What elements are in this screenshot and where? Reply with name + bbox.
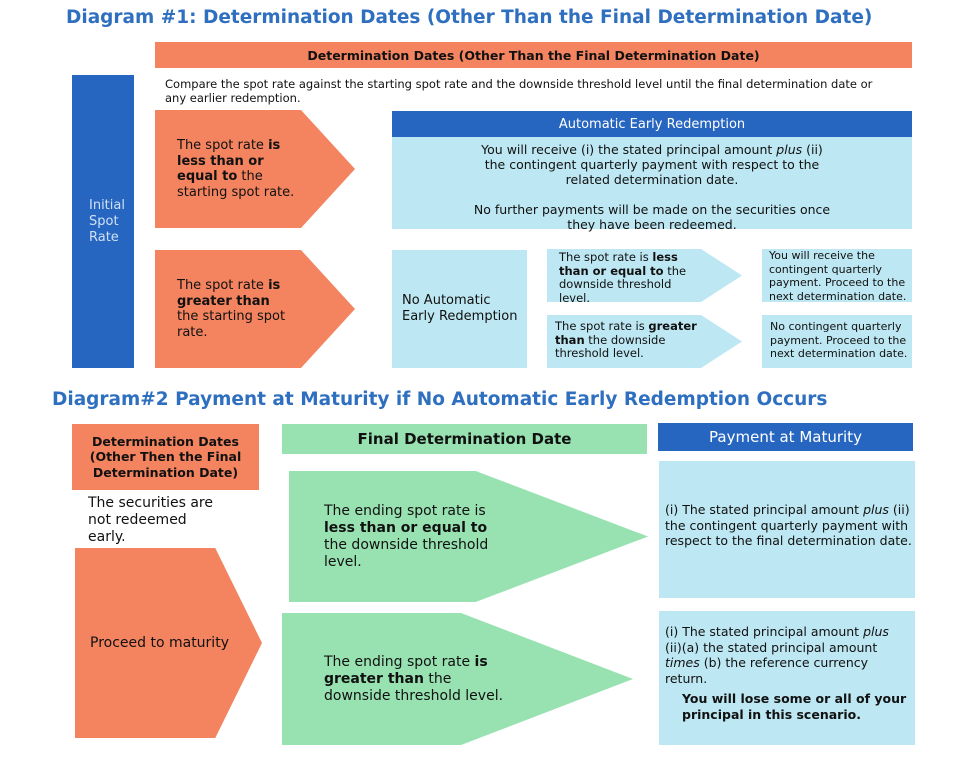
text-segment: The spot rate is [559, 250, 653, 264]
small-arrow-greater: The spot rate is greater than the downsi… [547, 315, 742, 368]
arrow-text: The ending spot rate is greater than the… [324, 654, 513, 705]
loss-warning: You will lose some or all of your princi… [682, 691, 907, 722]
automatic-early-redemption-header: Automatic Early Redemption [392, 111, 912, 137]
text-segment: You will receive (i) the stated principa… [481, 142, 777, 157]
payment-text: (i) The stated principal amount plus (ii… [665, 624, 907, 686]
text-segment: The spot rate [177, 138, 269, 153]
no-automatic-early-redemption-box: No Automatic Early Redemption [392, 250, 527, 368]
emphasis-text: less than or equal to [559, 250, 678, 278]
arrow-text: The spot rate is less than or equal to t… [559, 250, 687, 305]
arrow-text: The ending spot rate is less than or equ… [324, 503, 508, 571]
text-segment: The spot rate [177, 278, 269, 293]
arrow-spot-rate-greater: The spot rate is greater than the starti… [155, 250, 355, 368]
final-determination-date-header: Final Determination Date [282, 424, 647, 454]
text-segment: times [665, 655, 700, 670]
arrow-spot-rate-less-or-equal: The spot rate is less than or equal to t… [155, 110, 355, 228]
payment-full-principal-box: (i) The stated principal amount plus (ii… [659, 461, 915, 598]
text-segment: the starting spot rate. [177, 169, 295, 200]
text-segment: plus [863, 624, 889, 639]
arrow-text: The spot rate is greater than the starti… [177, 278, 295, 340]
text-segment: (i) The stated principal amount [665, 624, 864, 639]
initial-spot-rate-bar: Initial Spot Rate [72, 75, 134, 368]
text-segment: plus [863, 502, 889, 518]
payment-loss-box: (i) The stated principal amount plus (ii… [659, 611, 915, 745]
arrow-ending-spot-less-or-equal: The ending spot rate is less than or equ… [289, 471, 648, 602]
intro-text: Compare the spot rate against the starti… [165, 77, 873, 105]
emphasis-text: is greater than [324, 653, 488, 687]
text-segment: The ending spot rate is [324, 502, 486, 519]
proceed-label: Proceed to maturity [90, 635, 229, 651]
arrow-ending-spot-greater: The ending spot rate is greater than the… [282, 613, 633, 745]
payment-text: (i) The stated principal amount plus (ii… [665, 502, 915, 549]
arrow-text: The spot rate is greater than the downsi… [555, 319, 697, 360]
text-segment: (ii) the contingent quarterly payment wi… [484, 142, 823, 187]
arrow-text: The spot rate is less than or equal to t… [177, 138, 295, 200]
determination-dates-header: Determination Dates (Other Than the Fina… [155, 42, 912, 68]
text-segment: (b) the reference currency return. [665, 655, 869, 686]
diagram2-title: Diagram#2 Payment at Maturity if No Auto… [52, 389, 828, 410]
diagram1-title: Diagram #1: Determination Dates (Other T… [66, 7, 873, 28]
text-segment: the downside threshold level. [324, 670, 504, 704]
emphasis-text: is less than or equal to [177, 138, 281, 184]
determination-dates-box: Determination Dates (Other Then the Fina… [72, 424, 259, 490]
aer-no-further-text: No further payments will be made on the … [473, 202, 831, 232]
initial-spot-rate-label: Initial Spot Rate [89, 197, 125, 245]
text-segment: The ending spot rate [324, 653, 475, 670]
automatic-early-redemption-box: You will receive (i) the stated principa… [392, 137, 912, 232]
emphasis-text: less than or equal to [324, 519, 488, 536]
text-segment: the downside threshold level. [555, 332, 666, 360]
aer-body-text: You will receive (i) the stated principa… [472, 142, 832, 187]
result-contingent-payment: You will receive the contingent quarterl… [762, 249, 912, 303]
text-segment: (ii) the contingent quarterly payment wi… [665, 502, 912, 549]
text-segment: plus [776, 142, 803, 157]
payment-at-maturity-header: Payment at Maturity [658, 423, 913, 451]
small-arrow-less-or-equal: The spot rate is less than or equal to t… [547, 249, 742, 302]
text-segment: the downside threshold level. [559, 263, 687, 305]
result-no-contingent-payment: No contingent quarterly payment. Proceed… [762, 315, 912, 368]
text-segment: the downside threshold level. [324, 536, 489, 570]
emphasis-text: greater than [555, 319, 697, 347]
proceed-to-maturity-arrow: Proceed to maturity [75, 548, 262, 738]
text-segment: the starting spot rate. [177, 309, 286, 340]
emphasis-text: is greater than [177, 278, 281, 309]
text-segment: (ii)(a) the stated principal amount [665, 639, 878, 655]
no-aer-label: No Automatic Early Redemption [402, 293, 518, 324]
not-redeemed-text: The securities are not redeemed early. [88, 495, 213, 545]
text-segment: (i) The stated principal amount [665, 502, 864, 518]
text-segment: The spot rate is [555, 319, 649, 333]
